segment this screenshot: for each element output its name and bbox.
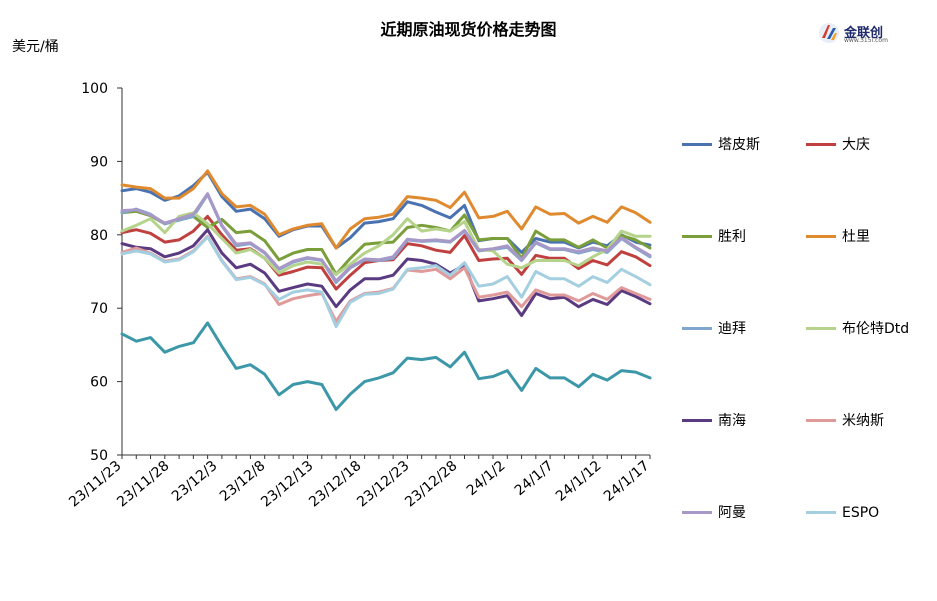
legend-label: 米纳斯 xyxy=(842,413,884,429)
x-tick-label: 24/1/17 xyxy=(601,458,653,505)
legend-swatch xyxy=(806,511,836,514)
series-line-6 xyxy=(120,228,652,317)
legend-label: 大庆 xyxy=(842,137,870,153)
y-tick-label: 70 xyxy=(90,301,108,317)
series-line-10 xyxy=(120,321,652,411)
x-tick-label: 23/12/13 xyxy=(258,458,316,511)
legend-swatch xyxy=(806,327,836,330)
legend-label: 塔皮斯 xyxy=(718,137,760,153)
x-tick-label: 24/1/2 xyxy=(464,458,509,499)
series-line-8 xyxy=(120,192,652,283)
legend-label: 杜里 xyxy=(842,229,870,245)
y-tick-label: 80 xyxy=(90,228,108,244)
legend-swatch xyxy=(682,143,712,146)
x-tick-label: 23/12/3 xyxy=(169,458,221,505)
series-line-5 xyxy=(120,211,652,276)
y-tick-label: 90 xyxy=(90,154,108,170)
legend-swatch xyxy=(806,419,836,422)
logo: 金联创 www.315i.com xyxy=(818,20,898,46)
logo-icon xyxy=(819,23,839,43)
y-axis: 50 60 70 80 90 100 xyxy=(81,81,123,464)
legend-swatch xyxy=(806,143,836,146)
series-lines xyxy=(120,169,652,411)
y-tick-label: 60 xyxy=(90,375,108,391)
legend-label: 阿曼 xyxy=(718,505,746,521)
x-tick-label: 24/1/7 xyxy=(512,458,557,499)
logo-text: 金联创 xyxy=(844,26,884,41)
legend-label: 南海 xyxy=(718,413,746,429)
x-axis: 23/11/2323/11/2823/12/323/12/823/12/1323… xyxy=(66,454,653,511)
x-tick-label: 23/12/28 xyxy=(402,458,460,511)
series-line-3 xyxy=(120,169,652,250)
legend-swatch xyxy=(682,419,712,422)
chart-title: 近期原油现货价格走势图 xyxy=(380,20,557,39)
legend-label: 布伦特Dtd xyxy=(842,321,910,337)
x-tick-label: 23/11/28 xyxy=(114,458,172,511)
logo-subtext: www.315i.com xyxy=(844,37,888,44)
y-tick-label: 50 xyxy=(90,448,108,464)
series-line-9 xyxy=(120,235,652,329)
legend-swatch xyxy=(682,235,712,238)
x-tick-label: 24/1/12 xyxy=(553,458,605,505)
y-tick-label: 100 xyxy=(81,81,108,97)
legend-swatch xyxy=(806,235,836,238)
legend-swatch xyxy=(682,327,712,330)
legend-label: 迪拜 xyxy=(718,321,746,337)
legend-label: ESPO xyxy=(842,505,880,521)
x-tick-label: 23/12/18 xyxy=(306,458,364,511)
y-axis-unit: 美元/桶 xyxy=(12,39,59,55)
x-tick-label: 23/12/23 xyxy=(354,458,412,511)
legend-swatch xyxy=(682,511,712,514)
legend-label: 胜利 xyxy=(718,229,746,245)
x-tick-label: 23/11/23 xyxy=(66,458,124,511)
